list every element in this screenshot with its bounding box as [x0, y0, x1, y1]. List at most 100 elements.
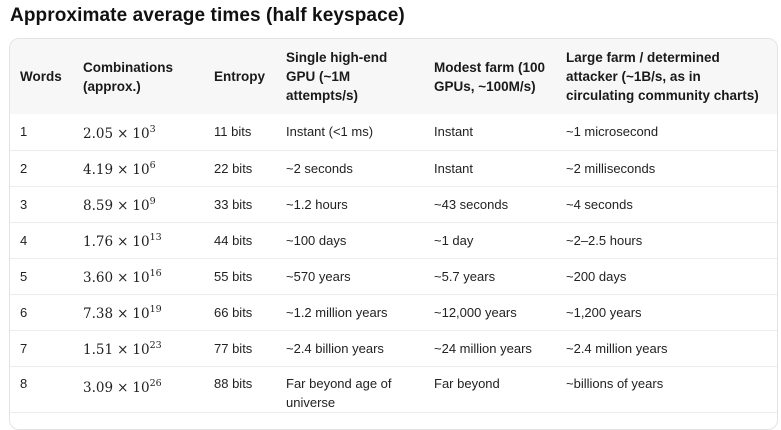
modest-farm-cell: ~24 million years: [424, 330, 556, 367]
table-body: 1 2.05 × 103 11 bits Instant (<1 ms) Instant ~1…: [10, 114, 777, 413]
combinations-exponent: 13: [149, 232, 162, 243]
large-farm-cell: ~200 days: [556, 258, 777, 295]
combinations-mantissa: 2.05: [83, 125, 114, 142]
combinations-mantissa: 1.51: [83, 342, 114, 358]
column-header-entropy: Entropy: [204, 39, 276, 114]
combinations-exponent: 6: [149, 160, 156, 171]
words-cell: 5: [10, 258, 73, 295]
modest-farm-cell: Far beyond: [424, 366, 556, 413]
single-gpu-cell: ~570 years: [276, 258, 424, 295]
header-row: Words Combinations (approx.) Entropy Sin…: [10, 39, 777, 114]
combinations-exponent: 23: [149, 340, 162, 351]
entropy-cell: 88 bits: [204, 366, 276, 413]
combinations-cell: 4.19 × 106: [73, 150, 204, 187]
large-farm-cell: ~1,200 years: [556, 294, 777, 331]
large-farm-cell: ~billions of years: [556, 366, 777, 413]
modest-farm-cell: ~5.7 years: [424, 258, 556, 295]
combinations-base: 10: [132, 270, 150, 286]
combinations-cell: 2.05 × 103: [73, 114, 204, 151]
large-farm-cell: ~2.4 million years: [556, 330, 777, 367]
combinations-mantissa: 1.76: [83, 234, 114, 250]
combinations-cell: 1.76 × 1013: [73, 222, 204, 259]
combinations-mantissa: 7.38: [83, 306, 114, 322]
combinations-base: 10: [132, 342, 150, 358]
table-row: 5 3.60 × 1016 55 bits ~570 years ~5.7 years ~20…: [10, 258, 777, 295]
combinations-cell: 1.51 × 1023: [73, 330, 204, 367]
single-gpu-cell: ~1.2 hours: [276, 186, 424, 223]
combinations-mantissa: 8.59: [83, 198, 114, 214]
times-symbol: ×: [117, 306, 129, 322]
combinations-base: 10: [132, 379, 150, 396]
table-header: Words Combinations (approx.) Entropy Sin…: [10, 39, 777, 114]
modest-farm-cell: ~43 seconds: [424, 186, 556, 223]
combinations-exponent: 3: [149, 123, 156, 135]
combinations-cell: 7.38 × 1019: [73, 294, 204, 331]
entropy-cell: 66 bits: [204, 294, 276, 331]
single-gpu-cell: ~2.4 billion years: [276, 330, 424, 367]
column-header-single-gpu: Single high-end GPU (~1M attempts/s): [276, 39, 424, 114]
single-gpu-cell: Instant (<1 ms): [276, 114, 424, 151]
times-symbol: ×: [117, 234, 129, 250]
large-farm-cell: ~1 microsecond: [556, 114, 777, 151]
single-gpu-cell: ~2 seconds: [276, 150, 424, 187]
table-row: 3 8.59 × 109 33 bits ~1.2 hours ~43 seconds ~4 …: [10, 186, 777, 223]
combinations-mantissa: 3.09: [83, 379, 114, 396]
words-cell: 4: [10, 222, 73, 259]
column-header-combinations: Combinations (approx.): [73, 39, 204, 114]
modest-farm-cell: ~1 day: [424, 222, 556, 259]
table-row: 4 1.76 × 1013 44 bits ~100 days ~1 day ~2–2.5 h…: [10, 222, 777, 259]
column-header-large-farm: Large farm / determined attacker (~1B/s,…: [556, 39, 777, 114]
times-symbol: ×: [117, 342, 129, 358]
combinations-exponent: 16: [149, 268, 162, 279]
combinations-cell: 8.59 × 109: [73, 186, 204, 223]
modest-farm-cell: ~12,000 years: [424, 294, 556, 331]
combinations-cell: 3.09 × 1026: [73, 366, 204, 413]
combinations-exponent: 19: [149, 304, 162, 315]
table-row: 7 1.51 × 1023 77 bits ~2.4 billion years ~24 m…: [10, 330, 777, 367]
words-cell: 8: [10, 366, 73, 413]
words-cell: 1: [10, 114, 73, 151]
entropy-cell: 44 bits: [204, 222, 276, 259]
times-table-card: Words Combinations (approx.) Entropy Sin…: [9, 38, 778, 430]
large-farm-cell: ~2–2.5 hours: [556, 222, 777, 259]
column-header-words: Words: [10, 39, 73, 114]
times-symbol: ×: [117, 270, 129, 286]
page-title: Approximate average times (half keyspace…: [10, 5, 405, 26]
entropy-cell: 11 bits: [204, 114, 276, 151]
single-gpu-cell: Far beyond age of universe: [276, 366, 424, 413]
table-row: 8 3.09 × 1026 88 bits Far beyond age of unive…: [10, 366, 777, 413]
times-table: Words Combinations (approx.) Entropy Sin…: [10, 39, 777, 413]
combinations-base: 10: [132, 198, 150, 214]
combinations-exponent: 9: [149, 196, 156, 207]
combinations-base: 10: [132, 234, 150, 250]
combinations-base: 10: [132, 125, 150, 142]
words-cell: 7: [10, 330, 73, 367]
words-cell: 3: [10, 186, 73, 223]
combinations-base: 10: [132, 162, 150, 178]
large-farm-cell: ~4 seconds: [556, 186, 777, 223]
table-row: 1 2.05 × 103 11 bits Instant (<1 ms) Instant ~1…: [10, 114, 777, 151]
times-symbol: ×: [117, 198, 129, 214]
times-symbol: ×: [117, 125, 129, 142]
combinations-base: 10: [132, 306, 150, 322]
modest-farm-cell: Instant: [424, 150, 556, 187]
table-row: 6 7.38 × 1019 66 bits ~1.2 million years ~12,0…: [10, 294, 777, 331]
page: Approximate average times (half keyspace…: [9, 5, 778, 430]
combinations-exponent: 26: [149, 377, 162, 389]
entropy-cell: 33 bits: [204, 186, 276, 223]
single-gpu-cell: ~1.2 million years: [276, 294, 424, 331]
combinations-mantissa: 3.60: [83, 270, 114, 286]
modest-farm-cell: Instant: [424, 114, 556, 151]
combinations-mantissa: 4.19: [83, 162, 114, 178]
entropy-cell: 22 bits: [204, 150, 276, 187]
words-cell: 6: [10, 294, 73, 331]
words-cell: 2: [10, 150, 73, 187]
table-row: 2 4.19 × 106 22 bits ~2 seconds Instant ~2 mill…: [10, 150, 777, 187]
single-gpu-cell: ~100 days: [276, 222, 424, 259]
entropy-cell: 77 bits: [204, 330, 276, 367]
column-header-modest-farm: Modest farm (100 GPUs, ~100M/s): [424, 39, 556, 114]
times-symbol: ×: [117, 162, 129, 178]
combinations-cell: 3.60 × 1016: [73, 258, 204, 295]
entropy-cell: 55 bits: [204, 258, 276, 295]
large-farm-cell: ~2 milliseconds: [556, 150, 777, 187]
